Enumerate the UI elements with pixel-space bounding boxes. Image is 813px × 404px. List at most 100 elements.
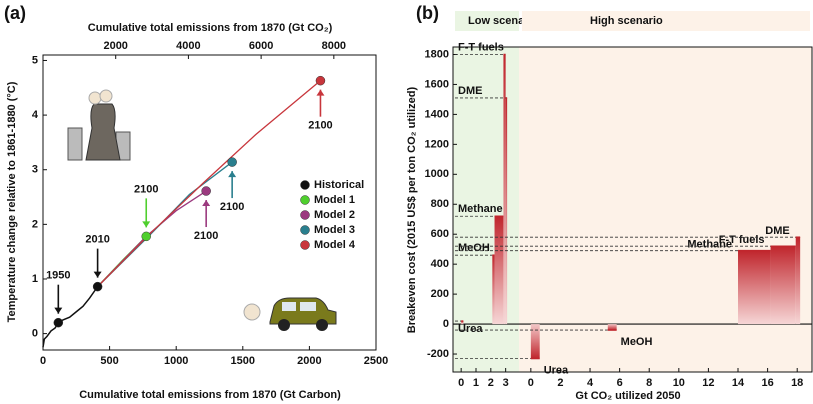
y-axis-title: Temperature change relative to 1861-1880… <box>6 81 18 322</box>
annotation-label: 2010 <box>85 234 109 246</box>
x-tick-label: 8 <box>646 377 652 389</box>
x-tick-label: 14 <box>732 377 745 389</box>
panel-label: (b) <box>416 3 439 23</box>
x-tick-label: 16 <box>761 377 773 389</box>
panel-label: (a) <box>4 3 26 23</box>
bar-label: DME <box>765 225 789 237</box>
x-tick-label: 2 <box>557 377 563 389</box>
x-axis-title: Gt CO₂ utilized 2050 <box>575 390 680 402</box>
legend-label: Model 3 <box>314 224 355 236</box>
y-tick-label: 0 <box>32 328 38 340</box>
bar-label: DME <box>458 85 482 97</box>
x-axis-title: Cumulative total emissions from 1870 (Gt… <box>79 389 341 401</box>
x-tick-label: 500 <box>100 355 118 367</box>
plot-frame <box>452 46 813 373</box>
legend-marker <box>300 240 310 250</box>
x-tick-label: 10 <box>673 377 685 389</box>
x-tick-label: 3 <box>503 377 509 389</box>
x2-axis-title: Cumulative total emissions from 1870 (Gt… <box>88 22 333 34</box>
x2-tick-label: 8000 <box>322 40 346 52</box>
y-tick-label: 200 <box>431 288 449 300</box>
bar <box>492 255 495 325</box>
factory-icon <box>67 89 131 161</box>
plot-frame <box>42 54 377 351</box>
data-point <box>315 75 326 86</box>
annotation-label: 2100 <box>134 183 158 195</box>
car-icon <box>243 297 337 331</box>
bar <box>494 216 504 325</box>
x-tick-label: 1 <box>473 377 479 389</box>
legend-marker <box>300 225 310 235</box>
x-tick-label: 6 <box>617 377 623 389</box>
y-tick-label: 1 <box>32 273 38 285</box>
legend-label: Model 2 <box>314 209 355 221</box>
bar-label: F-T fuels <box>719 234 765 246</box>
y-tick-label: 1800 <box>425 48 449 60</box>
annotation-label: 2100 <box>194 230 218 242</box>
y-tick-label: 4 <box>32 109 39 121</box>
bar-label: MeOH <box>621 336 653 348</box>
legend-label: Model 1 <box>314 194 355 206</box>
data-point <box>227 157 237 167</box>
x-tick-label: 18 <box>791 377 803 389</box>
bar-label: Methane <box>458 203 503 215</box>
annotation-label: 2100 <box>220 201 244 213</box>
x-tick-label: 2 <box>488 377 494 389</box>
x2-tick-label: 2000 <box>103 40 127 52</box>
y-axis-title: Breakeven cost (2015 US$ per ton CO₂ uti… <box>406 86 418 333</box>
bar-label: Methane <box>687 239 732 251</box>
legend-marker <box>300 180 310 190</box>
x2-tick-label: 6000 <box>249 40 273 52</box>
scenario-label: Low scenario <box>468 15 539 27</box>
x-tick-label: 1000 <box>164 355 188 367</box>
x-tick-label: 0 <box>40 355 46 367</box>
bar-label: Urea <box>544 364 569 376</box>
bar <box>770 246 796 325</box>
legend-marker <box>300 195 310 205</box>
y-tick-label: 1000 <box>425 168 449 180</box>
y-tick-label: -200 <box>427 348 449 360</box>
data-point <box>53 317 64 328</box>
x-tick-label: 12 <box>702 377 714 389</box>
bar-label: MeOH <box>458 242 490 254</box>
annotation-arrowhead <box>93 271 102 278</box>
y-tick-label: 400 <box>431 258 449 270</box>
annotation-arrowhead <box>316 89 325 96</box>
series-line <box>97 190 207 288</box>
data-point <box>141 231 151 242</box>
bar <box>738 250 771 325</box>
scenario-header <box>522 11 810 31</box>
bar <box>461 321 464 325</box>
x-tick-label: 1500 <box>231 355 255 367</box>
annotation-arrowhead <box>228 171 237 178</box>
annotation-arrowhead <box>142 221 151 228</box>
y-tick-label: 0 <box>443 318 449 330</box>
bar <box>505 97 508 325</box>
y-tick-label: 3 <box>32 164 38 176</box>
annotation-label: 1950 <box>46 270 70 282</box>
x2-tick-label: 4000 <box>176 40 200 52</box>
scenario-label: High scenario <box>590 15 663 27</box>
x-tick-label: 2500 <box>364 355 388 367</box>
y-tick-label: 2 <box>32 218 38 230</box>
series-line <box>42 286 99 348</box>
legend-label: Historical <box>314 179 364 191</box>
bar <box>530 324 540 359</box>
series-line <box>97 80 321 288</box>
legend-marker <box>300 210 310 220</box>
x-tick-label: 0 <box>458 377 464 389</box>
legend-label: Model 4 <box>314 239 356 251</box>
bar <box>503 54 506 325</box>
scenario-header <box>455 11 519 31</box>
y-tick-label: 800 <box>431 198 449 210</box>
x-tick-label: 2000 <box>297 355 321 367</box>
annotation-arrowhead <box>54 307 63 314</box>
y-tick-label: 1600 <box>425 78 449 90</box>
y-tick-label: 600 <box>431 228 449 240</box>
bar-label: Urea <box>458 323 483 335</box>
annotation-arrowhead <box>202 200 211 207</box>
series-line <box>97 161 233 288</box>
data-point <box>92 281 103 292</box>
x-tick-label: 4 <box>587 377 594 389</box>
